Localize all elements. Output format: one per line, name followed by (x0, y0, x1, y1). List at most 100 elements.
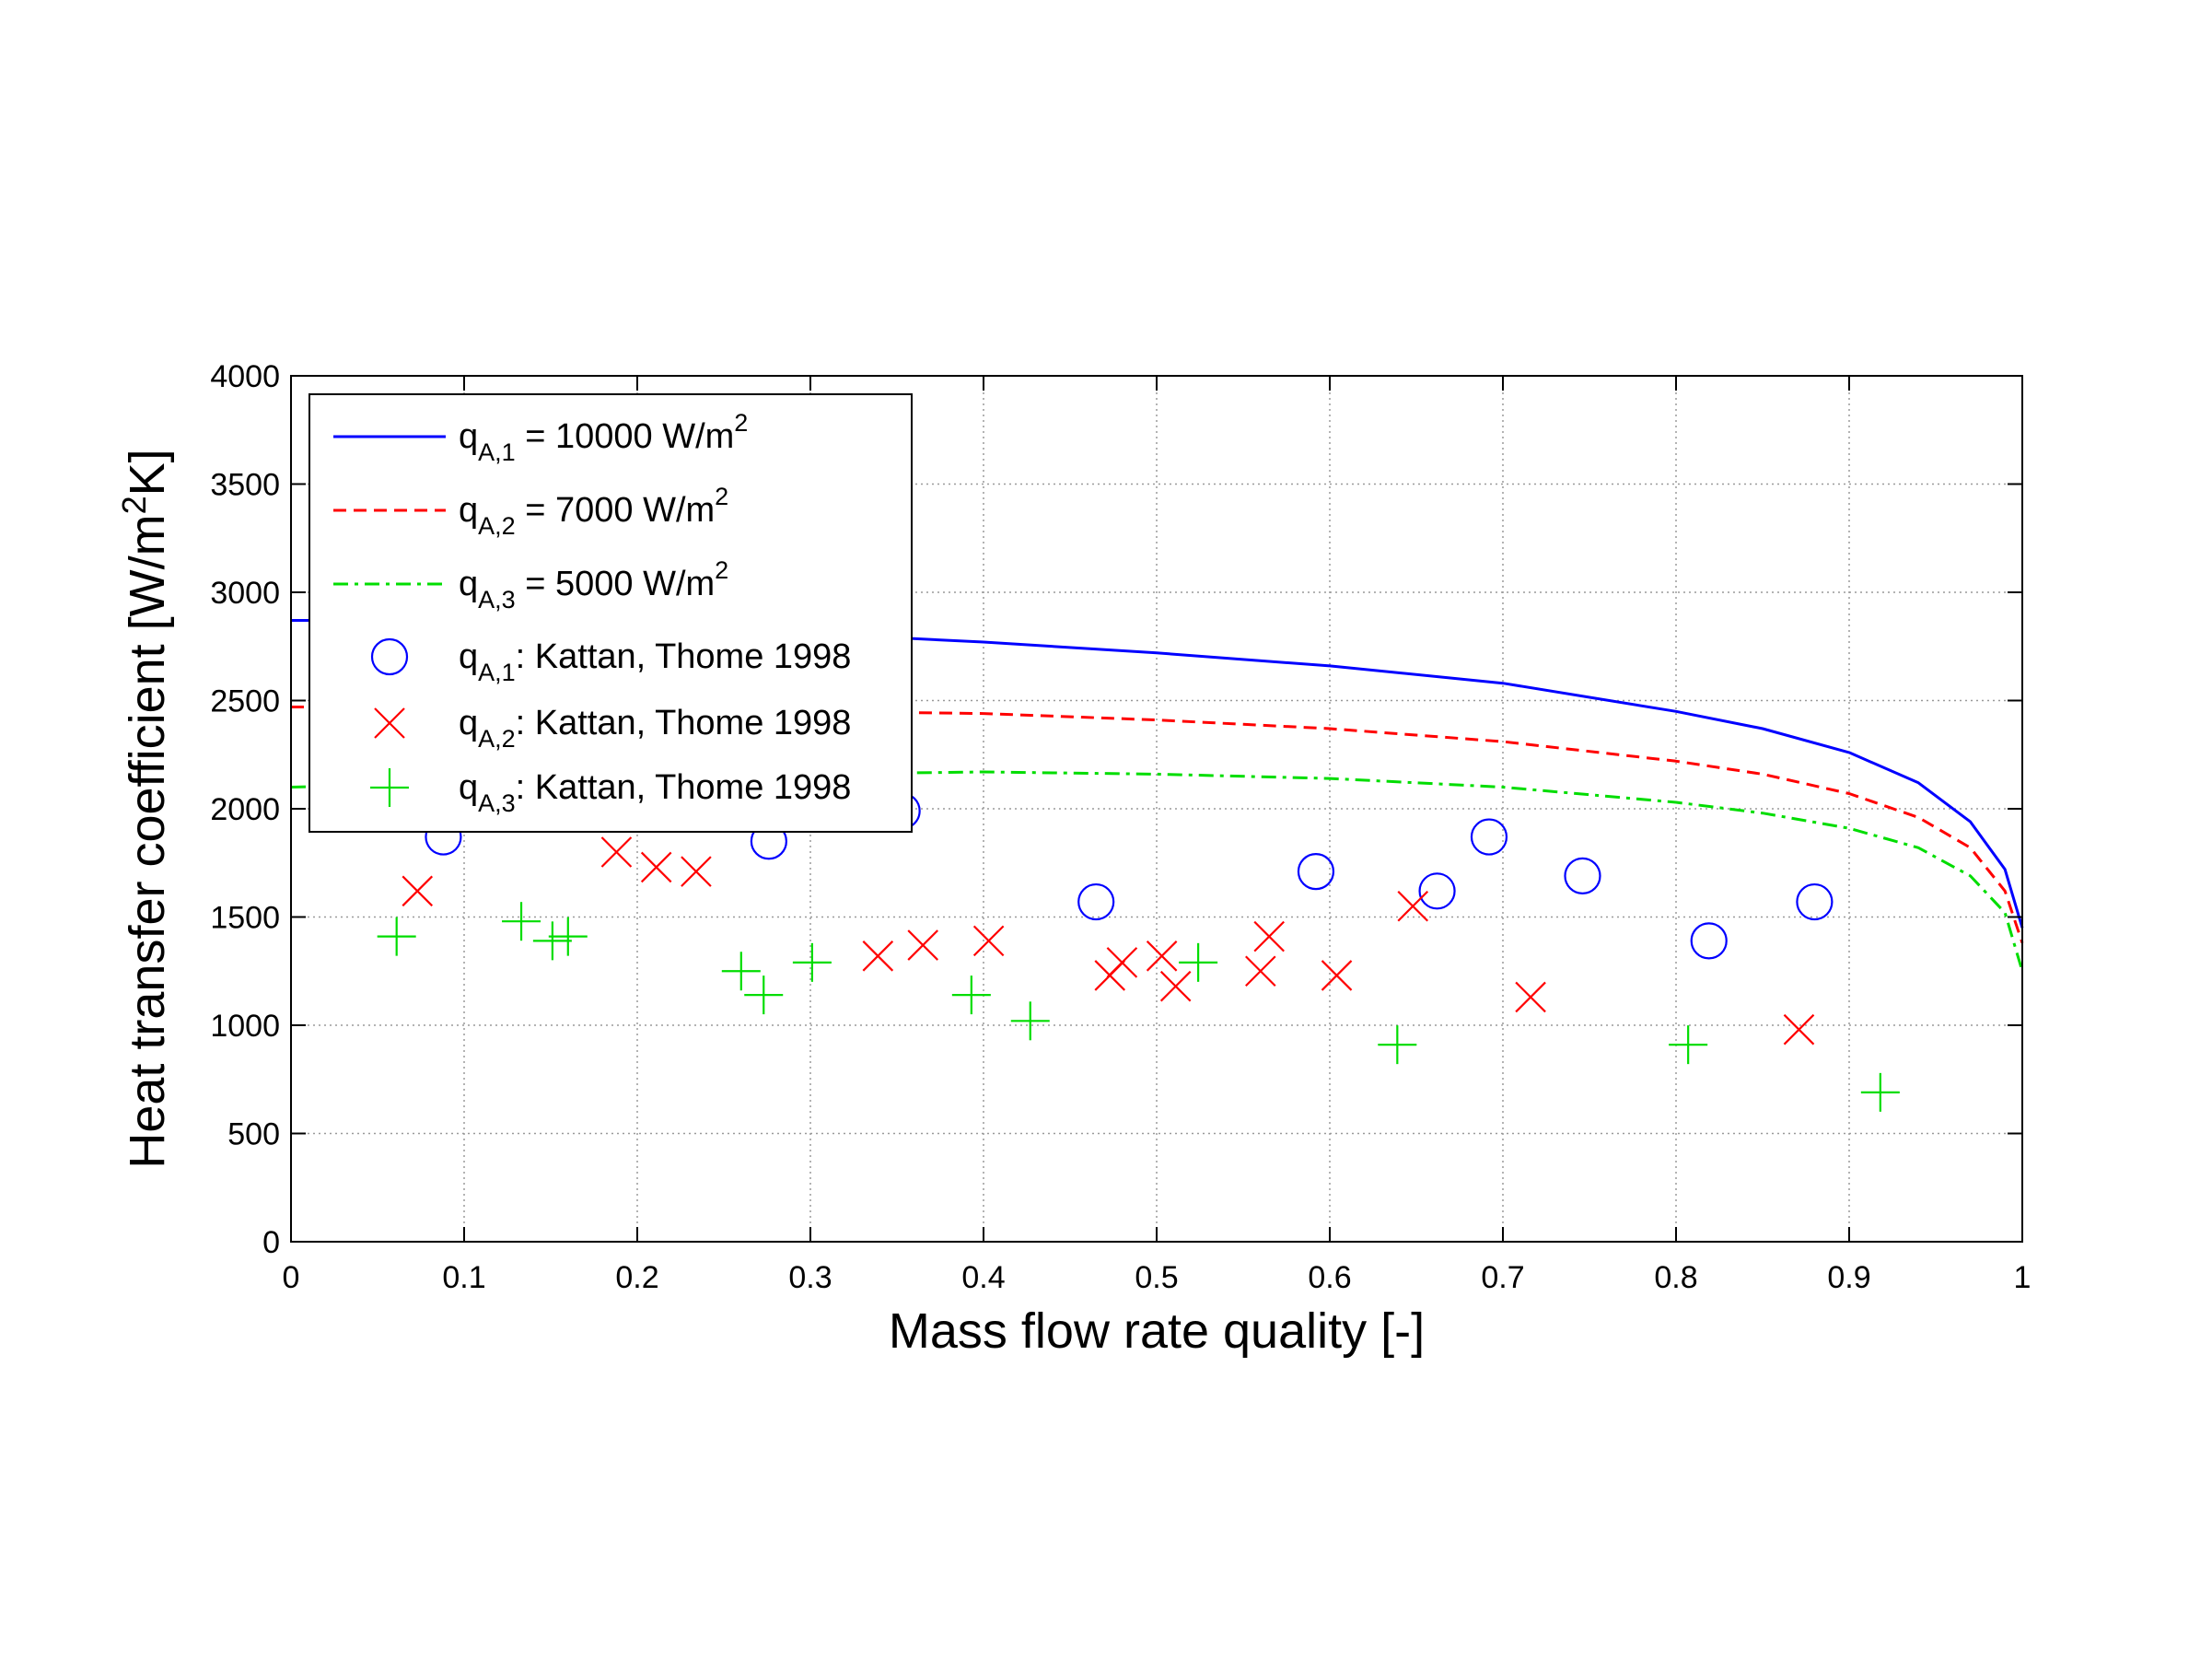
data-point-x (1253, 920, 1285, 952)
y-axis-title: Heat transfer coefficient [W/m2K] (115, 449, 175, 1168)
y-axis-title-main: Heat transfer coefficient [W/m (120, 514, 175, 1168)
legend-entry-5: qA,2: Kattan, Thome 1998 (374, 704, 851, 753)
y-tick-label: 1000 (210, 1009, 280, 1044)
data-point-x-stroke (600, 836, 633, 868)
legend-box (309, 393, 913, 833)
data-point-x (972, 925, 1005, 957)
data-point-x (402, 875, 434, 907)
data-point-x-stroke (640, 851, 672, 883)
data-point-plus (532, 921, 572, 961)
data-point-x (1146, 940, 1178, 972)
series-line-3 (290, 770, 2024, 972)
data-point-x-stroke (1321, 960, 1353, 991)
data-point-circle (1796, 882, 1834, 921)
data-point-x-stroke (1159, 970, 1192, 1002)
legend-label-q: q (459, 417, 478, 456)
data-point-x (1106, 947, 1138, 978)
legend-label: qA,2: Kattan, Thome 1998 (459, 704, 851, 753)
data-point-x-stroke (1146, 940, 1178, 972)
data-point-x-stroke (1397, 890, 1429, 922)
data-point-x-stroke (402, 875, 434, 907)
y-axis-title-sup: 2 (115, 496, 153, 514)
series-line-2 (291, 706, 2024, 944)
x-tick-label: 0.2 (615, 1260, 658, 1295)
legend-label-text: : Kattan, Thome 1998 (516, 637, 852, 676)
x-axis-title: Mass flow rate quality [-] (889, 1303, 1425, 1359)
ticks (290, 375, 2023, 1243)
series-6 (377, 902, 1900, 1112)
legend-label-q: q (459, 491, 478, 530)
data-point-x-stroke (1106, 947, 1138, 978)
legend-label-sub: A,3 (478, 586, 516, 613)
legend-label-sub: A,2 (478, 725, 516, 753)
legend-label: qA,3: Kattan, Thome 1998 (459, 768, 851, 817)
legend-label-text: = 7000 W/m (516, 491, 715, 530)
legend-label-sup: 2 (734, 409, 748, 437)
legend-label: qA,2 = 7000 W/m2 (459, 483, 728, 540)
legend-label-q: q (459, 768, 478, 807)
x-tick-label: 1 (2014, 1260, 2032, 1295)
x-tick-label: 0 (283, 1260, 300, 1295)
x-tick-label: 0.1 (442, 1260, 485, 1295)
x-tick-label: 0.7 (1481, 1260, 1524, 1295)
legend-label-sup: 2 (715, 556, 728, 584)
legend-label: qA,3 = 5000 W/m2 (459, 556, 728, 613)
legend-label-text: = 5000 W/m (516, 565, 715, 603)
data-point-plus (1669, 1025, 1708, 1065)
y-tick-label: 3000 (210, 576, 280, 611)
legend-entry-3: qA,3 = 5000 W/m2 (333, 556, 728, 613)
x-tick-label: 0.3 (788, 1260, 832, 1295)
y-tick-label: 4000 (210, 359, 280, 394)
data-point-circle (1418, 872, 1456, 910)
series-5 (402, 836, 1815, 1046)
legend-marker-x-stroke (374, 707, 405, 739)
legend-label-sub: A,3 (478, 789, 516, 817)
data-point-x (1321, 960, 1353, 991)
legend-label: qA,1: Kattan, Thome 1998 (459, 637, 851, 686)
data-point-circle (1077, 882, 1115, 921)
data-point-x (1397, 890, 1429, 922)
data-point-x (681, 856, 712, 887)
legend-label-text: = 10000 W/m (516, 417, 735, 456)
data-point-x-stroke (1515, 981, 1546, 1013)
data-point-plus (1010, 1001, 1050, 1041)
data-point-x-stroke (907, 929, 938, 961)
data-point-x (862, 940, 894, 972)
data-point-plus (1378, 1025, 1417, 1065)
data-point-x (1515, 981, 1546, 1013)
data-point-plus (721, 952, 761, 991)
data-point-x-stroke (972, 925, 1005, 957)
data-point-x (1159, 970, 1192, 1002)
y-tick-label: 500 (227, 1117, 280, 1152)
legend-label-q: q (459, 704, 478, 742)
x-tick-label: 0.6 (1308, 1260, 1351, 1295)
x-tick-label: 0.8 (1654, 1260, 1697, 1295)
data-point-x (1245, 955, 1276, 987)
data-point-plus (744, 976, 784, 1015)
x-tick-label: 0.4 (961, 1260, 1005, 1295)
legend-label-text: : Kattan, Thome 1998 (516, 704, 852, 742)
legend-entry-1: qA,1 = 10000 W/m2 (333, 409, 748, 466)
data-point-x-stroke (1253, 920, 1285, 952)
data-point-x-stroke (681, 856, 712, 887)
data-point-x-stroke (1783, 1013, 1815, 1046)
data-point-x-stroke (862, 940, 894, 972)
data-point-x (640, 851, 672, 883)
y-tick-label: 1500 (210, 901, 280, 936)
data-point-x (907, 929, 938, 961)
data-point-plus (951, 976, 991, 1015)
data-point-circle (1564, 857, 1601, 894)
data-point-x (1783, 1013, 1815, 1046)
data-point-plus (377, 917, 416, 956)
legend-label-sub: A,2 (478, 512, 516, 540)
legend-entry-6: qA,3: Kattan, Thome 1998 (370, 768, 851, 817)
data-point-circle (1297, 853, 1335, 891)
data-point-circle (1470, 818, 1508, 856)
x-tick-label: 0.5 (1135, 1260, 1178, 1295)
data-point-plus (502, 902, 541, 941)
legend-label-q: q (459, 637, 478, 676)
data-point-plus (1860, 1072, 1900, 1112)
y-tick-label: 2500 (210, 684, 280, 719)
